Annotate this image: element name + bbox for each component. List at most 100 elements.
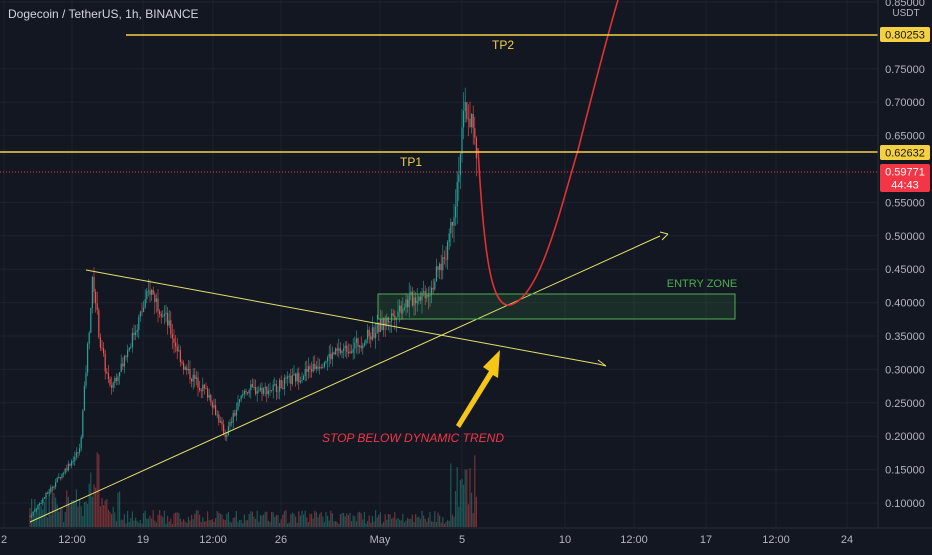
candle-body [255, 387, 257, 394]
candle-body [232, 413, 234, 423]
volume-bar [219, 513, 221, 527]
projection-curve[interactable] [477, 0, 619, 306]
volume-bar [295, 516, 297, 527]
volume-bar [224, 519, 226, 527]
volume-bar [175, 512, 177, 527]
volume-bar [184, 521, 186, 527]
volume-bar [311, 513, 313, 527]
volume-bar [210, 520, 212, 527]
candle-body [58, 476, 60, 478]
volume-bar [200, 522, 202, 527]
currency-label: USDT [892, 8, 919, 19]
candle-body [170, 320, 172, 335]
volume-bar [147, 518, 149, 527]
descending-trendline[interactable] [85, 269, 599, 365]
candle-body [447, 242, 449, 260]
volume-bar [359, 511, 361, 527]
volume-bar [240, 519, 242, 527]
current-price-text: 0.59771 [885, 167, 925, 179]
candle-body [440, 263, 442, 271]
candle-body [370, 336, 372, 340]
volume-bar [234, 517, 236, 527]
volume-bar [447, 520, 449, 527]
candle-body [90, 307, 92, 333]
candle-body [163, 313, 165, 316]
candle-body [183, 363, 185, 370]
candle-body [74, 456, 76, 462]
candle-body [202, 384, 204, 392]
volume-bar [261, 515, 263, 527]
price-axis[interactable]: 0.85000 0.75000 0.70000 0.65000 0.55000 0.500… [877, 0, 925, 528]
candle-body [243, 390, 245, 395]
candle-body [239, 399, 241, 403]
volume-bar [471, 492, 473, 527]
ascending-trendline[interactable] [29, 235, 661, 523]
volume-bar [183, 519, 185, 527]
volume-bar [119, 491, 121, 527]
volume-bar [85, 501, 87, 527]
candle-body [29, 516, 31, 518]
volume-bar [475, 496, 477, 527]
candle-body [317, 366, 319, 369]
volume-bar [373, 521, 375, 527]
candle-body [339, 348, 341, 354]
candle-body [338, 348, 340, 351]
time-tick-label: 12:00 [620, 534, 648, 546]
volume-bar [83, 502, 85, 527]
candle-body [176, 346, 178, 352]
candle-body [360, 345, 362, 349]
volume-bar [347, 515, 349, 527]
candle-body [269, 390, 271, 392]
volume-bar [383, 521, 385, 527]
candle-body [127, 350, 129, 358]
volume-bar [405, 520, 407, 527]
candle-body [37, 505, 39, 510]
volume-bar [258, 521, 260, 527]
volume-bar [354, 516, 356, 527]
volume-bar [162, 517, 164, 527]
time-tick-label: 12:00 [58, 534, 86, 546]
candle-body [82, 410, 84, 438]
volume-bar [458, 506, 460, 527]
volume-bar [287, 523, 289, 527]
volume-bar [47, 517, 49, 527]
candle-body [389, 321, 391, 323]
candle-body [471, 114, 473, 127]
candle-body [443, 257, 445, 259]
candle-body [325, 361, 327, 363]
candle-body [154, 294, 156, 302]
entry-zone-box[interactable] [377, 293, 736, 320]
volume-bar [40, 505, 42, 527]
candle-body [248, 390, 250, 394]
volume-bar [243, 514, 245, 527]
volume-bar [283, 511, 285, 527]
candle-body [130, 347, 132, 349]
bar-countdown-text: 44:43 [891, 180, 919, 192]
candle-body [91, 277, 93, 308]
candle-body [445, 258, 447, 260]
stop-note: STOP BELOW DYNAMIC TREND [322, 431, 504, 445]
volume-bar [317, 517, 319, 527]
volume-bar [325, 512, 327, 527]
time-tick-label: 26 [275, 534, 287, 546]
volume-bar [330, 510, 332, 527]
volume-bar [293, 513, 295, 527]
candle-body [411, 291, 413, 306]
volume-bar [107, 509, 109, 527]
candle-body [363, 343, 365, 346]
volume-bar [133, 520, 135, 527]
time-tick-label: 17 [700, 534, 712, 546]
candle-body [131, 332, 133, 348]
candle-body [224, 435, 226, 438]
volume-bar [195, 510, 197, 527]
volume-bar [434, 511, 436, 527]
candle-body [245, 390, 247, 393]
candle-body [419, 296, 421, 301]
candle-body [99, 337, 101, 348]
volume-bar [149, 515, 151, 527]
candle-body [83, 385, 85, 411]
candle-body [111, 385, 113, 388]
time-axis[interactable]: 2 12:00 19 12:00 26 May 5 10 12:00 17 12:00 24 [0, 527, 932, 546]
volume-bar [314, 510, 316, 527]
